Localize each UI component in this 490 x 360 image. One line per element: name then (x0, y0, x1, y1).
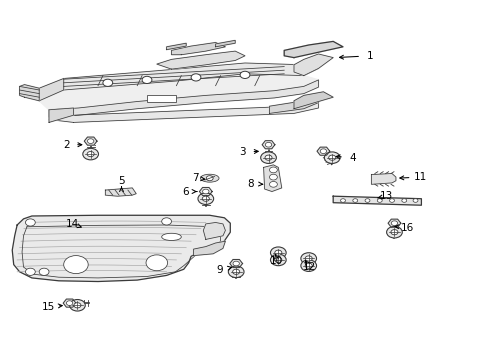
Circle shape (365, 199, 370, 202)
Circle shape (39, 268, 49, 275)
Circle shape (265, 155, 272, 160)
Circle shape (391, 230, 398, 235)
Circle shape (146, 255, 168, 271)
Circle shape (103, 79, 113, 86)
Polygon shape (294, 54, 333, 76)
Text: 6: 6 (182, 186, 189, 197)
Circle shape (70, 300, 85, 311)
Polygon shape (294, 92, 333, 109)
Circle shape (25, 219, 35, 226)
Polygon shape (388, 219, 401, 227)
Circle shape (240, 71, 250, 78)
Circle shape (162, 218, 172, 225)
Circle shape (270, 181, 277, 187)
Circle shape (270, 254, 286, 266)
Polygon shape (63, 299, 76, 307)
Circle shape (87, 139, 94, 143)
Circle shape (191, 74, 201, 81)
Polygon shape (264, 165, 282, 192)
Circle shape (377, 199, 382, 202)
Circle shape (413, 199, 418, 202)
Circle shape (341, 199, 345, 202)
Circle shape (64, 256, 88, 274)
Circle shape (324, 152, 340, 163)
Circle shape (301, 260, 317, 271)
Circle shape (353, 199, 358, 202)
Text: 13: 13 (379, 191, 393, 201)
Text: 4: 4 (349, 153, 356, 163)
Text: 14: 14 (66, 219, 79, 229)
Polygon shape (203, 222, 225, 239)
Circle shape (270, 174, 277, 180)
Circle shape (25, 268, 35, 275)
Circle shape (387, 226, 402, 238)
Circle shape (305, 256, 312, 261)
Circle shape (270, 167, 277, 173)
Polygon shape (157, 51, 245, 69)
Polygon shape (317, 147, 330, 155)
Polygon shape (49, 80, 318, 117)
Circle shape (275, 250, 282, 255)
Circle shape (329, 155, 336, 160)
Polygon shape (49, 101, 318, 122)
Polygon shape (371, 174, 396, 184)
Text: 5: 5 (118, 176, 125, 186)
Circle shape (233, 269, 240, 274)
Text: 1: 1 (367, 51, 373, 61)
Circle shape (74, 303, 81, 308)
Polygon shape (39, 78, 64, 101)
Polygon shape (105, 188, 136, 196)
Circle shape (301, 253, 317, 264)
Circle shape (198, 193, 214, 204)
Polygon shape (230, 260, 243, 267)
Circle shape (202, 196, 209, 201)
Polygon shape (333, 196, 421, 205)
Polygon shape (199, 188, 212, 195)
Circle shape (320, 149, 326, 153)
Text: 9: 9 (216, 265, 223, 275)
Circle shape (402, 199, 407, 202)
Ellipse shape (162, 233, 181, 240)
Polygon shape (84, 137, 97, 145)
Polygon shape (284, 41, 343, 58)
Text: 3: 3 (239, 147, 246, 157)
Text: 12: 12 (303, 262, 317, 272)
Circle shape (66, 301, 73, 305)
Bar (147, 95, 176, 102)
Text: 2: 2 (63, 140, 70, 150)
Circle shape (270, 247, 286, 258)
Text: 16: 16 (401, 222, 415, 233)
Circle shape (305, 263, 312, 268)
Polygon shape (64, 63, 318, 90)
Text: 7: 7 (192, 173, 198, 183)
Text: 15: 15 (41, 302, 55, 312)
Circle shape (228, 266, 244, 278)
Text: 8: 8 (247, 179, 254, 189)
Polygon shape (12, 215, 230, 282)
Circle shape (233, 261, 239, 266)
Circle shape (390, 199, 394, 202)
Polygon shape (172, 42, 225, 55)
Circle shape (142, 76, 152, 84)
Circle shape (391, 221, 398, 225)
Circle shape (206, 176, 213, 181)
Polygon shape (20, 85, 39, 101)
Text: 11: 11 (414, 172, 427, 182)
Polygon shape (167, 43, 186, 50)
Polygon shape (39, 74, 318, 110)
Text: 10: 10 (270, 256, 283, 266)
Polygon shape (194, 241, 225, 256)
Polygon shape (49, 108, 74, 122)
Circle shape (261, 152, 276, 163)
Polygon shape (270, 95, 318, 113)
Circle shape (275, 257, 282, 262)
Polygon shape (216, 40, 235, 47)
Circle shape (87, 152, 94, 157)
Circle shape (83, 148, 98, 160)
Circle shape (266, 142, 271, 147)
Ellipse shape (200, 174, 219, 182)
Circle shape (203, 189, 209, 194)
Polygon shape (262, 141, 275, 149)
